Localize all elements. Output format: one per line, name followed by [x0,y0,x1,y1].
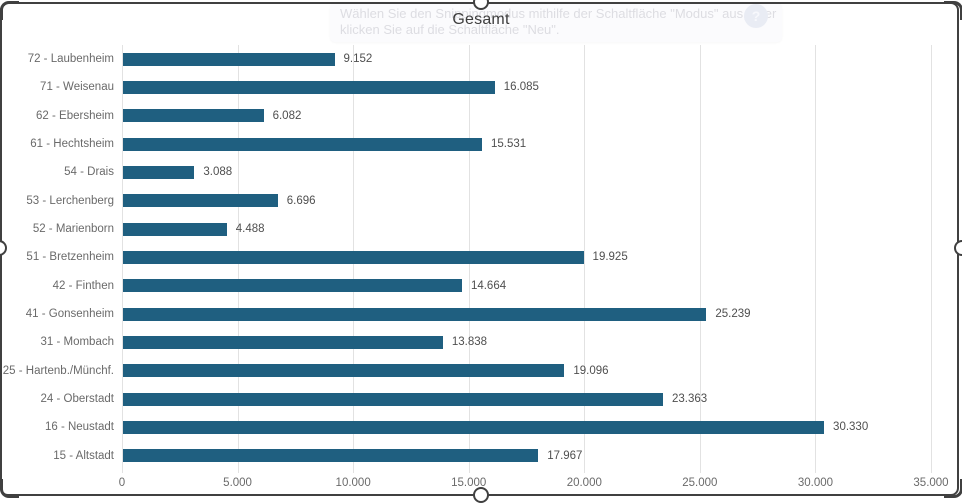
bar-row: 31 - Mombach 13.838 [0,328,962,356]
bar-row: 53 - Lerchenberg 6.696 [0,187,962,215]
category-label: 15 - Altstadt [53,449,114,462]
bar[interactable] [123,80,495,94]
bar[interactable] [123,137,482,151]
category-label: 53 - Lerchenberg [26,194,114,207]
snip-tooltip-remnant: Wählen Sie den Snippingmodus mithilfe de… [330,2,782,42]
bar[interactable] [123,420,825,434]
bar[interactable] [123,194,278,208]
category-label: 42 - Finthen [52,279,114,292]
snip-corner-bottom-left[interactable] [0,479,19,498]
gridline [584,45,586,473]
x-tick-label: 15.000 [451,477,487,489]
value-label: 19.096 [573,364,609,377]
bar[interactable] [123,109,264,123]
value-label: 6.696 [286,194,316,207]
snip-corner-top-left[interactable] [0,1,19,20]
category-label: 41 - Gonsenheim [25,308,114,321]
x-tick-label: 30.000 [797,477,834,489]
value-label: 25.239 [715,308,751,321]
category-label: 54 - Drais [64,166,114,179]
x-tick-label: 20.000 [566,477,602,489]
bar[interactable] [123,165,195,179]
value-label: 14.664 [470,279,507,292]
bar[interactable] [123,52,335,66]
bar-row: 25 - Hartenb./Münchf. 19.096 [0,357,962,385]
snip-handle-top[interactable] [473,0,489,10]
category-label: 24 - Oberstadt [40,393,114,406]
bar[interactable] [123,307,707,321]
value-label: 4.488 [235,223,265,236]
value-label: 17.967 [547,449,583,462]
value-label: 6.082 [272,109,302,122]
value-label: 9.152 [343,53,373,66]
gridline [122,45,123,473]
x-axis: 0 5.000 10.000 15.000 20.000 25.000 30.000 35.0… [0,477,962,493]
value-label: 16.085 [503,81,539,94]
category-label: 62 - Ebersheim [36,109,114,122]
category-label: 31 - Mombach [40,336,114,349]
bar-row: 61 - Hechtsheim 15.531 [0,130,962,158]
x-tick-label: 25.000 [682,477,718,489]
value-label: 15.531 [490,138,527,151]
value-label: 30.330 [833,421,869,434]
bar[interactable] [123,279,462,293]
x-tick-label: 10.000 [335,477,371,489]
bar-row: 41 - Gonsenheim 25.239 [0,300,962,328]
category-label: 51 - Bretzenheim [26,251,114,264]
bar[interactable] [123,222,227,236]
x-tick-label: 0 [118,477,126,489]
x-tick-label: 35.000 [913,477,949,489]
value-label: 3.088 [203,166,233,179]
category-label: 25 - Hartenb./Münchf. [2,364,114,377]
snip-corner-top-right[interactable] [944,1,962,20]
gridline [931,45,932,473]
category-label: 61 - Hechtsheim [30,138,114,151]
bar-row: 62 - Ebersheim 6.082 [0,102,962,130]
gridline [699,45,701,473]
category-label: 71 - Weisenau [40,81,114,94]
bar[interactable] [123,335,443,349]
bar-row: 24 - Oberstadt 23.363 [0,385,962,413]
bar-row: 71 - Weisenau 16.085 [0,73,962,101]
x-tick-label: 5.000 [223,477,252,489]
bar-row: 52 - Marienborn 4.488 [0,215,962,243]
snip-tooltip-line1: Wählen Sie den Snippingmodus mithilfe de… [340,6,777,21]
bar[interactable] [123,392,664,406]
gridline [815,45,817,473]
value-label: 19.925 [592,251,628,264]
category-label: 16 - Neustadt [44,421,114,434]
bar-row: 15 - Altstadt 17.967 [0,442,962,470]
value-label: 13.838 [451,336,488,349]
chart-title: Gesamt [452,11,510,28]
bar[interactable] [123,250,584,264]
snip-tooltip-line2: klicken Sie auf die Schaltfläche "Neu". [340,22,560,37]
bar[interactable] [123,449,539,463]
bar-row: 42 - Finthen 14.664 [0,272,962,300]
category-label: 72 - Laubenheim [27,53,114,66]
snip-corner-bottom-right[interactable] [944,479,962,498]
bar[interactable] [123,364,565,378]
bar-row: 72 - Laubenheim 9.152 [0,45,962,73]
help-icon[interactable]: ? [744,4,768,28]
category-label: 52 - Marienborn [32,223,114,236]
bar-row: 16 - Neustadt 30.330 [0,413,962,441]
bar-rows: 72 - Laubenheim 9.152 71 - Weisenau 16.085 6… [0,45,962,470]
bar-row: 54 - Drais 3.088 [0,158,962,186]
value-label: 23.363 [672,393,708,406]
bar-row: 51 - Bretzenheim 19.925 [0,243,962,271]
